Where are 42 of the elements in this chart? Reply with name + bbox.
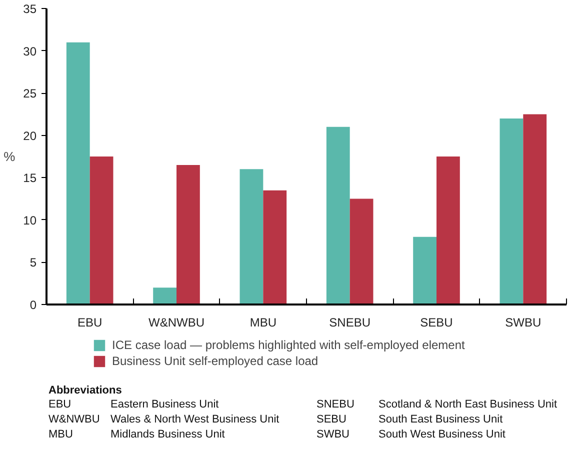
y-tick-label: 20 — [23, 128, 37, 143]
bar — [66, 42, 90, 304]
text: W&NWBU — [48, 414, 100, 426]
bar — [176, 164, 200, 304]
text: Wales & North West Business Unit — [110, 414, 280, 426]
x-tick-label: SNEBU — [329, 316, 371, 330]
text: Midlands Business Unit — [110, 428, 225, 440]
bar — [436, 156, 460, 304]
bar — [90, 156, 114, 304]
legend-label: ICE case load — problems highlighted with self-employed element — [112, 338, 465, 352]
bar — [263, 190, 287, 304]
text: MBU — [48, 428, 73, 440]
bar — [240, 169, 264, 304]
text: SWBU — [316, 428, 350, 440]
y-tick-label: 25 — [23, 86, 37, 101]
x-tick-label: SEBU — [420, 316, 453, 330]
x-tick-label: EBU — [77, 316, 102, 330]
y-tick-label: 15 — [23, 171, 37, 186]
y-tick-label: 5 — [30, 256, 37, 270]
text: EBU — [48, 398, 72, 410]
x-tick-label: SWBU — [505, 316, 542, 330]
bar — [350, 198, 374, 304]
y-tick-label: 0 — [30, 298, 37, 312]
text: Abbreviations — [48, 384, 122, 396]
text: SNEBU — [316, 398, 354, 410]
bar — [500, 118, 524, 304]
text: Scotland & North East Business Unit — [378, 398, 558, 410]
text: South East Business Unit — [378, 414, 503, 426]
legend-label: Business Unit self-employed case load — [112, 354, 318, 368]
x-tick-label: W&NWBU — [148, 316, 205, 330]
bar — [413, 236, 436, 304]
bar — [326, 126, 350, 304]
y-axis-title: % — [4, 149, 16, 164]
x-tick-label: MBU — [250, 316, 277, 330]
text: South West Business Unit — [378, 428, 506, 440]
text: SEBU — [316, 414, 347, 426]
bar — [153, 288, 176, 304]
text: Eastern Business Unit — [110, 398, 219, 410]
y-tick-label: 10 — [23, 213, 37, 228]
bar — [523, 114, 547, 304]
y-tick-label: 30 — [23, 44, 37, 58]
y-tick-label: 35 — [23, 2, 37, 16]
